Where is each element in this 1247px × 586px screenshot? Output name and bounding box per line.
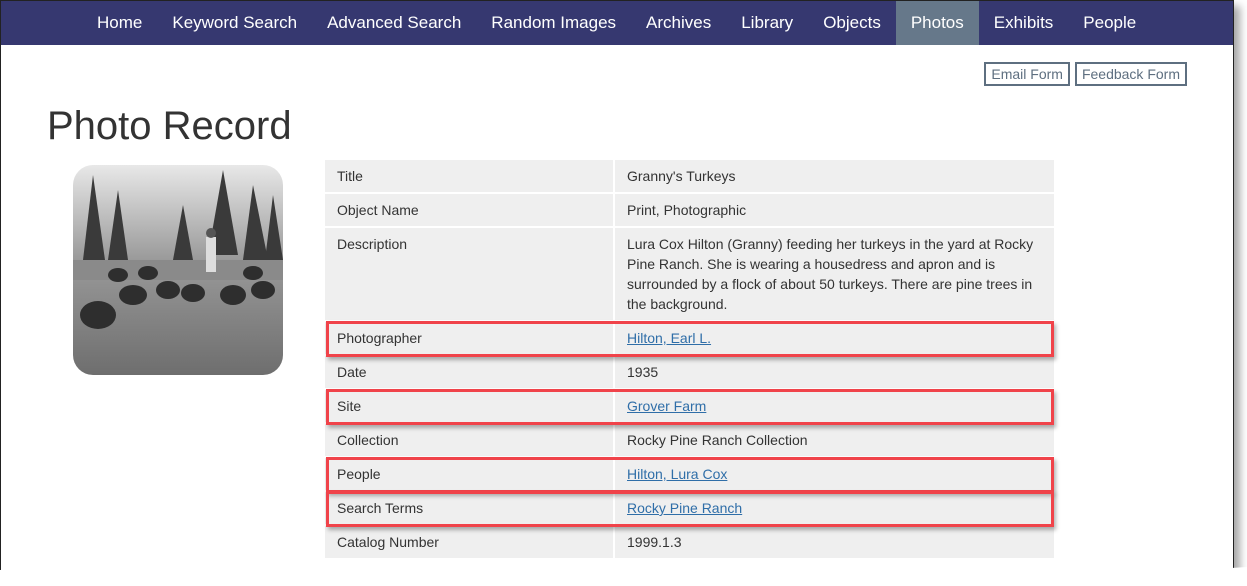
table-row-catalog-number: Catalog Number 1999.1.3 [325,526,1054,558]
form-links: Email Form Feedback Form [984,62,1187,86]
main-nav: Home Keyword Search Advanced Search Rand… [1,1,1233,45]
field-value: Granny's Turkeys [615,160,1054,192]
field-value: Grover Farm [615,390,1054,422]
search-terms-link[interactable]: Rocky Pine Ranch [627,500,743,516]
table-row-photographer: Photographer Hilton, Earl L. [325,322,1054,354]
field-label: Site [325,390,613,422]
field-label: Description [325,228,613,320]
field-value: Hilton, Earl L. [615,322,1054,354]
table-row-people: People Hilton, Lura Cox [325,458,1054,490]
browser-page: Home Keyword Search Advanced Search Rand… [0,0,1234,573]
nav-exhibits[interactable]: Exhibits [993,13,1054,32]
page-title: Photo Record [47,104,292,148]
field-value: Hilton, Lura Cox [615,458,1054,490]
torn-edge [0,565,1247,586]
record-photo[interactable] [73,165,283,375]
table-row-search-terms: Search Terms Rocky Pine Ranch [325,492,1054,524]
record-table: Title Granny's Turkeys Object Name Print, P… [323,158,1056,560]
field-label: Collection [325,424,613,456]
photographer-link[interactable]: Hilton, Earl L. [627,330,712,346]
field-value: Rocky Pine Ranch Collection [615,424,1054,456]
field-value: Lura Cox Hilton (Granny) feeding her tur… [615,228,1054,320]
email-form-button[interactable]: Email Form [984,62,1070,86]
nav-home[interactable]: Home [97,13,143,32]
nav-random-images[interactable]: Random Images [491,13,617,32]
field-label: Search Terms [325,492,613,524]
nav-photos[interactable]: Photos [895,1,979,45]
field-label: Title [325,160,613,192]
field-label: Date [325,356,613,388]
nav-people[interactable]: People [1083,13,1137,32]
field-label: People [325,458,613,490]
table-row-collection: Collection Rocky Pine Ranch Collection [325,424,1054,456]
field-value: Rocky Pine Ranch [615,492,1054,524]
nav-objects[interactable]: Objects [823,13,881,32]
feedback-form-button[interactable]: Feedback Form [1074,62,1187,86]
people-link[interactable]: Hilton, Lura Cox [627,466,728,482]
nav-library[interactable]: Library [741,13,794,32]
field-label: Catalog Number [325,526,613,558]
nav-archives[interactable]: Archives [646,13,712,32]
nav-keyword-search[interactable]: Keyword Search [172,13,298,32]
table-row-site: Site Grover Farm [325,390,1054,422]
field-value: 1935 [615,356,1054,388]
nav-advanced-search[interactable]: Advanced Search [327,13,462,32]
table-row-description: Description Lura Cox Hilton (Granny) feed… [325,228,1054,320]
site-link[interactable]: Grover Farm [627,398,707,414]
field-value: Print, Photographic [615,194,1054,226]
field-value: 1999.1.3 [615,526,1054,558]
table-row-title: Title Granny's Turkeys [325,160,1054,192]
table-row-date: Date 1935 [325,356,1054,388]
field-label: Photographer [325,322,613,354]
table-row-object-name: Object Name Print, Photographic [325,194,1054,226]
field-label: Object Name [325,194,613,226]
